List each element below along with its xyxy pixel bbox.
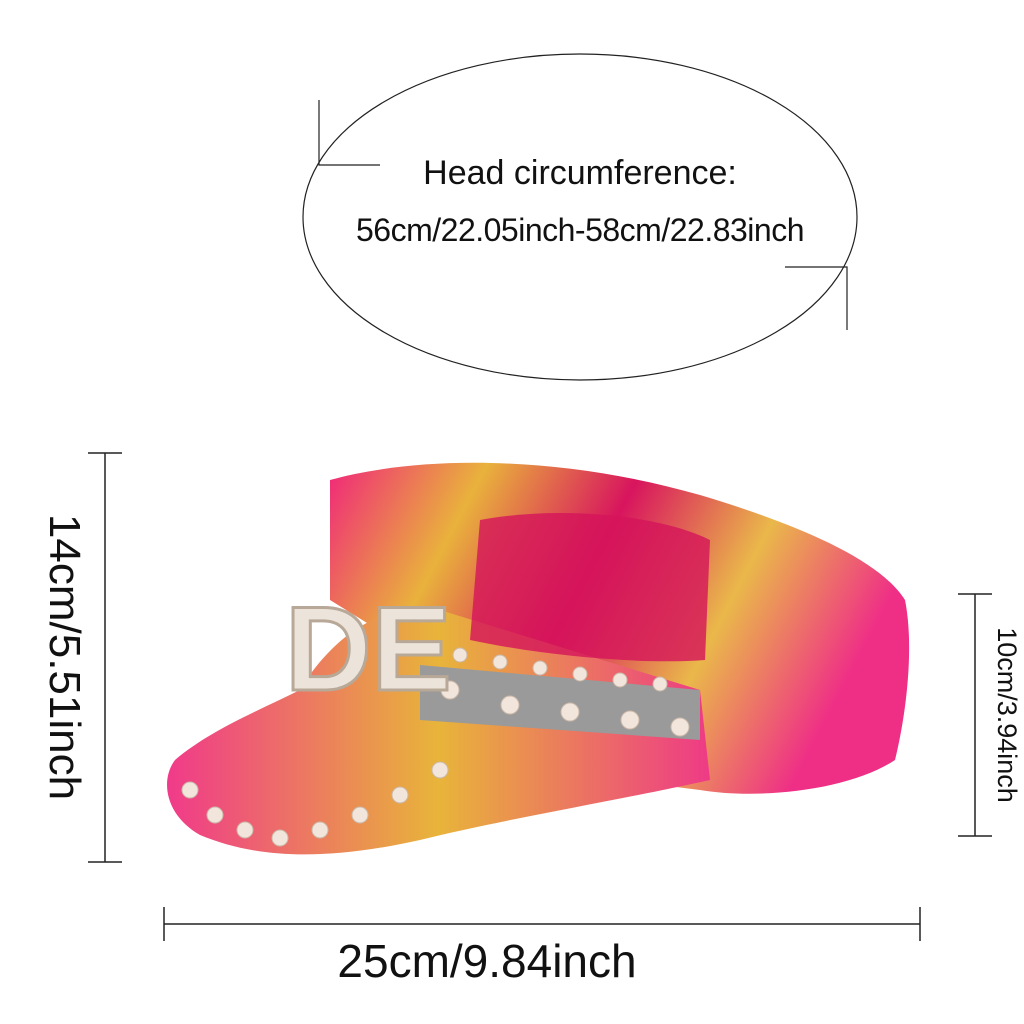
height-label: 14cm/5.51inch (40, 513, 89, 801)
circumference-label: Head circumference: (423, 154, 737, 192)
crown-height-dimension-line (958, 593, 992, 837)
crown-height-label: 10cm/3.94inch (992, 627, 1022, 803)
circumference-value: 56cm/22.05inch-58cm/22.83inch (356, 212, 805, 248)
circumference-callout (302, 53, 858, 381)
height-dimension-line (88, 452, 122, 863)
sequin-hat-image: DE (167, 462, 910, 855)
length-label: 25cm/9.84inch (337, 935, 637, 987)
hat-lettering: DE (285, 582, 452, 716)
length-dimension-line (163, 907, 921, 941)
